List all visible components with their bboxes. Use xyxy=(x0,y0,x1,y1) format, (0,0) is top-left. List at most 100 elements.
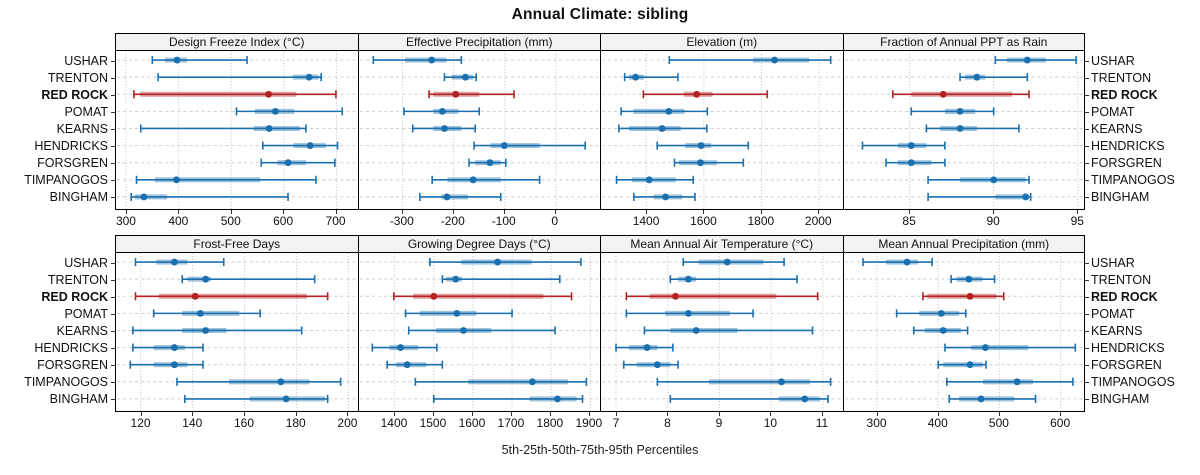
axis-tick-right xyxy=(1085,197,1089,198)
axis-tick-label: 1700 xyxy=(497,416,525,430)
median-dot xyxy=(1013,378,1021,386)
panel-band-0: USHAR USHAR TRENTON TRENTON RED ROCK RED ROCK… xyxy=(0,33,1200,232)
axis-tick-left xyxy=(111,280,115,281)
panel-strip: Mean Annual Precipitation (mm) xyxy=(842,235,1085,253)
axis-tick-label: 1500 xyxy=(419,416,447,430)
panel-mean-annual-air-temperature-c: Mean Annual Air Temperature (°C) 7 8 9 10 11 xyxy=(600,235,844,430)
x-axis-label: 5th-25th-50th-75th-95th Percentiles xyxy=(501,443,699,457)
panel-frost-free-days: Frost-Free Days 120 140 160 180 200 xyxy=(115,235,359,430)
panel-strip: Elevation (m) xyxy=(600,33,844,51)
axis-tick-label: -200 xyxy=(440,214,465,228)
axis-tick-mark xyxy=(510,412,512,416)
axis-tick-left xyxy=(111,146,115,147)
median-dot xyxy=(171,258,178,266)
axis-tick-row: -300 -200 -100 0 xyxy=(358,210,602,232)
axis-tick-label: 600 xyxy=(1050,416,1071,430)
median-dot xyxy=(427,56,435,64)
median-dot xyxy=(461,73,469,81)
panel-band-1: USHAR USHAR TRENTON TRENTON RED ROCK RED ROCK… xyxy=(0,235,1200,434)
median-dot xyxy=(903,258,910,266)
median-dot xyxy=(907,159,915,167)
station-label-right: TIMPANOGOS xyxy=(1091,375,1175,389)
panel-canvas xyxy=(117,253,357,411)
station-label-right: FORSGREN xyxy=(1091,358,1162,372)
station-label-left: POMAT xyxy=(64,105,108,119)
median-dot xyxy=(140,193,148,201)
axis-tick-label: 400 xyxy=(927,416,948,430)
axis-tick-label: 1600 xyxy=(690,214,717,228)
axis-tick-right xyxy=(1085,146,1089,147)
median-dot xyxy=(907,142,915,150)
axis-tick-left xyxy=(111,399,115,400)
axis-tick-label: 10 xyxy=(763,416,778,430)
station-label-right: TRENTON xyxy=(1091,71,1152,85)
station-label-right: BINGHAM xyxy=(1091,392,1150,406)
axis-tick-right xyxy=(1085,297,1089,298)
median-dot xyxy=(778,378,785,386)
median-dot xyxy=(665,107,673,115)
station-label-right: USHAR xyxy=(1091,256,1135,270)
station-label-left: KEARNS xyxy=(56,122,108,136)
axis-tick-row: 1400 1600 1800 2000 xyxy=(600,210,844,232)
axis-tick-mark xyxy=(335,210,337,214)
station-label-right: FORSGREN xyxy=(1091,156,1162,170)
axis-tick-label: 9 xyxy=(715,416,723,430)
median-dot xyxy=(939,327,947,334)
axis-tick-mark xyxy=(432,412,434,416)
axis-tick-mark xyxy=(1077,210,1079,214)
axis-tick-row: 300 400 500 600 xyxy=(843,412,1086,434)
axis-tick-label: 1900 xyxy=(575,416,603,430)
axis-tick-mark xyxy=(347,412,349,416)
axis-tick-mark xyxy=(770,412,772,416)
axis-tick-mark xyxy=(909,210,911,214)
median-dot xyxy=(684,309,692,317)
axis-tick-right xyxy=(1085,263,1089,264)
median-dot xyxy=(771,56,778,64)
axis-tick-left xyxy=(111,365,115,366)
axis-tick-right xyxy=(1085,61,1089,62)
station-label-left: BINGHAM xyxy=(49,190,108,204)
panel-plot xyxy=(115,253,359,412)
axis-tick-mark xyxy=(760,210,762,214)
axis-tick-mark xyxy=(503,210,505,214)
axis-tick-right xyxy=(1085,112,1089,113)
panel-design-freeze-index-c: Design Freeze Index (°C) 300 400 500 600 700 xyxy=(115,33,359,228)
axis-tick-right xyxy=(1085,314,1089,315)
median-dot xyxy=(939,90,947,98)
panel-strip: Fraction of Annual PPT as Rain xyxy=(842,33,1085,51)
axis-tick-left xyxy=(111,163,115,164)
station-label-right: KEARNS xyxy=(1091,122,1143,136)
panel-plot xyxy=(600,51,844,210)
panel-strip: Effective Precipitation (mm) xyxy=(357,33,601,51)
axis-tick-label: 120 xyxy=(130,416,151,430)
median-dot xyxy=(451,275,459,283)
median-dot xyxy=(693,90,701,98)
panel-canvas xyxy=(359,253,599,411)
axis-tick-label: 0 xyxy=(551,214,558,228)
median-dot xyxy=(486,159,493,167)
station-label-left: FORSGREN xyxy=(37,156,108,170)
station-label-left: POMAT xyxy=(64,307,108,321)
median-dot xyxy=(202,327,210,334)
station-label-right: TRENTON xyxy=(1091,273,1152,287)
median-dot xyxy=(459,327,467,334)
panel-strip: Frost-Free Days xyxy=(115,235,359,253)
panel-strip: Design Freeze Index (°C) xyxy=(115,33,359,51)
axis-tick-row: 300 400 500 600 700 xyxy=(115,210,359,232)
median-dot xyxy=(956,125,963,132)
median-dot xyxy=(528,378,536,386)
panel-growing-degree-days-c: Growing Degree Days (°C) 1400 1500 1600 1700… xyxy=(357,235,602,430)
axis-tick-mark xyxy=(283,210,285,214)
station-label-right: RED ROCK xyxy=(1091,290,1158,304)
station-label-left: RED ROCK xyxy=(41,88,108,102)
median-dot xyxy=(171,361,178,369)
median-dot xyxy=(553,395,561,403)
median-dot xyxy=(196,309,204,317)
station-label-right: TIMPANOGOS xyxy=(1091,173,1175,187)
axis-tick-row: 120 140 160 180 200 xyxy=(115,412,359,434)
axis-tick-row: 7 8 9 10 11 xyxy=(600,412,844,434)
median-dot xyxy=(981,344,989,352)
axis-tick-mark xyxy=(471,412,473,416)
median-dot xyxy=(643,344,651,352)
